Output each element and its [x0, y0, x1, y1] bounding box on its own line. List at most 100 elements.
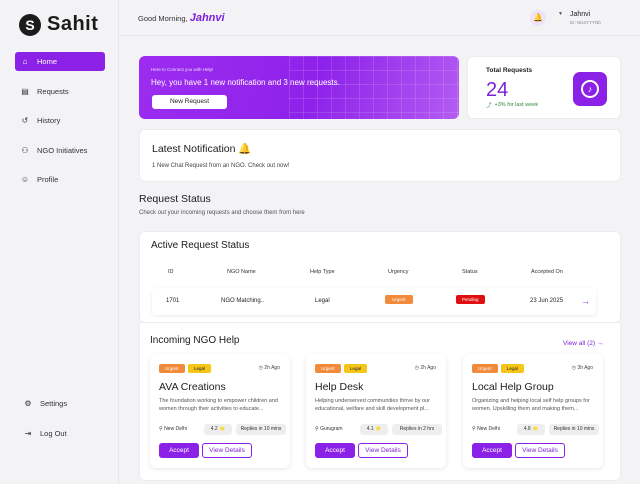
topbar: Good Morning, Jahnvi 🔔 ▼ Jahnvi ID: Nis2… [120, 0, 640, 36]
sidebar: S Sahit ⌂ Home ▤ Requests ↺ History ⚇ NG… [0, 0, 119, 484]
user-id: ID: Nis2YYYNb [570, 20, 601, 25]
time-ago: ◷ 2h Ago [259, 365, 280, 371]
sidebar-item-home[interactable]: ⌂ Home [15, 52, 105, 71]
sidebar-item-label: Requests [37, 86, 69, 96]
chevron-down-icon[interactable]: ▼ [558, 11, 563, 17]
view-details-button[interactable]: View Details [358, 443, 408, 458]
hero-banner: Here to Connect you with Help! Hey, you … [139, 56, 459, 119]
table-row[interactable]: 1701 NGO Matching.. Legal Urgent Pending… [152, 288, 596, 315]
urgency-tag: Urgent [472, 364, 498, 373]
bell-emoji-icon: 🔔 [238, 143, 252, 155]
incoming-title: Incoming NGO Help [150, 335, 240, 346]
stat-value: 24 [486, 79, 509, 101]
ngo-card: Urgent Legal ◷ 2h Ago AVA Creations The … [150, 354, 290, 468]
location-text: New Delhi [477, 426, 500, 432]
app-logo[interactable]: S Sahit [19, 13, 98, 36]
row-ngo: NGO Matching.. [221, 298, 265, 304]
home-icon: ⌂ [22, 57, 28, 66]
app-name: Sahit [47, 13, 99, 35]
notification-bell-icon[interactable]: 🔔 [530, 10, 546, 26]
ngo-card: Urgent Legal ◷ 2h Ago Help Desk Helping … [306, 354, 446, 468]
rating-pill: 4.8 ⭐ [517, 424, 545, 435]
col-header-status: Status [462, 269, 478, 275]
history-icon: ↺ [21, 116, 29, 125]
requests-icon: ▤ [21, 86, 29, 96]
reply-time-pill: Replies in 10 mins [236, 424, 286, 435]
col-header-type: Help Type [310, 269, 335, 275]
rating-pill: 4.2 ⭐ [204, 424, 232, 435]
time-ago-text: 2h Ago [420, 365, 436, 371]
profile-icon: ☺ [20, 175, 30, 184]
ngo-name: Local Help Group [472, 381, 554, 393]
arrow-right-icon[interactable]: → [581, 296, 590, 306]
total-requests-card: Total Requests 24 ⤴ +3% for last week ♪ [467, 56, 621, 119]
view-all-link[interactable]: View all (2) → [563, 340, 604, 347]
sidebar-item-ngo-initiatives[interactable]: ⚇ NGO Initiatives [15, 141, 105, 160]
latest-notification-card: Latest Notification 🔔 1 New Chat Request… [139, 129, 621, 182]
view-details-button[interactable]: View Details [515, 443, 565, 458]
notification-text[interactable]: 1 New Chat Request from an NGO. Check ou… [152, 163, 290, 169]
clock-icon: ◷ [571, 365, 578, 371]
new-request-button[interactable]: New Request [152, 95, 227, 109]
sidebar-item-requests[interactable]: ▤ Requests [15, 82, 105, 101]
sidebar-item-label: History [37, 116, 61, 125]
accept-button[interactable]: Accept [315, 443, 355, 458]
sidebar-item-profile[interactable]: ☺ Profile [15, 170, 105, 189]
trend-text: +3% for last week [494, 102, 539, 108]
time-ago-text: 2h Ago [264, 365, 280, 371]
greeting: Good Morning, Jahnvi [138, 12, 225, 24]
row-urgency: Urgent [385, 295, 413, 304]
sidebar-item-logout[interactable]: ⇥ Log Out [18, 424, 108, 443]
notification-title: Latest Notification 🔔 [152, 142, 251, 155]
ngo-name: AVA Creations [159, 381, 226, 393]
col-header-ngo: NGO Name [227, 269, 256, 275]
reply-time-pill: Replies in 2 hrs [392, 424, 442, 435]
active-request-title: Active Request Status [151, 240, 250, 251]
stat-trend: ⤴ +3% for last week [486, 101, 538, 109]
logout-icon: ⇥ [24, 428, 32, 438]
reply-time-pill: Replies in 10 mins [549, 424, 599, 435]
ngo-description: Helping underserved communities thrive b… [315, 398, 430, 412]
greeting-text: Good Morning, [138, 14, 188, 23]
trend-up-icon: ⤴ [486, 103, 492, 109]
logo-icon: S [19, 13, 41, 36]
ngo-location: ⚲ New Delhi [472, 426, 500, 432]
bell-badge-icon: ♪ [573, 72, 607, 106]
row-type: Legal [315, 298, 330, 304]
clock-icon: ◷ [414, 365, 421, 371]
sidebar-bottom: ⚙ Settings ⇥ Log Out [18, 394, 108, 453]
settings-label: Settings [40, 399, 68, 408]
type-tag: Legal [188, 364, 212, 373]
col-header-urgency: Urgency [388, 269, 409, 275]
hero-grid-decoration [289, 56, 459, 119]
time-ago: ◷ 2h Ago [415, 365, 436, 371]
sidebar-item-settings[interactable]: ⚙ Settings [18, 394, 108, 413]
view-details-button[interactable]: View Details [202, 443, 252, 458]
urgency-tag: Urgent [159, 364, 185, 373]
col-header-id: ID [168, 269, 174, 275]
ngo-icon: ⚇ [21, 145, 29, 155]
accept-button[interactable]: Accept [159, 443, 199, 458]
type-tag: Legal [344, 364, 368, 373]
time-ago: ◷ 3h Ago [572, 365, 593, 371]
sidebar-item-label: Profile [37, 175, 59, 184]
request-status-title: Request Status [139, 193, 211, 205]
gear-icon: ⚙ [24, 399, 32, 408]
sidebar-nav: ⌂ Home ▤ Requests ↺ History ⚇ NGO Initia… [15, 52, 105, 200]
sidebar-item-history[interactable]: ↺ History [15, 111, 105, 130]
ngo-location: ⚲ Gurugram [315, 426, 343, 432]
ngo-location: ⚲ New Delhi [159, 426, 187, 432]
urgency-tag: Urgent [315, 364, 341, 373]
row-id: 1701 [166, 298, 180, 304]
user-name: Jahnvi [570, 11, 591, 18]
request-status-subtitle: Check out your incoming requests and cho… [139, 210, 305, 216]
ngo-description: The foundation working to empower childr… [159, 398, 278, 412]
location-icon: ⚲ [159, 426, 165, 432]
rating-pill: 4.1 ⭐ [360, 424, 388, 435]
accept-button[interactable]: Accept [472, 443, 512, 458]
user-menu[interactable]: Jahnvi ID: Nis2YYYNb [570, 11, 601, 25]
time-ago-text: 3h Ago [577, 365, 593, 371]
ngo-name: Help Desk [315, 381, 364, 393]
sidebar-item-label: NGO Initiatives [37, 145, 88, 155]
clock-icon: ◷ [258, 365, 265, 371]
